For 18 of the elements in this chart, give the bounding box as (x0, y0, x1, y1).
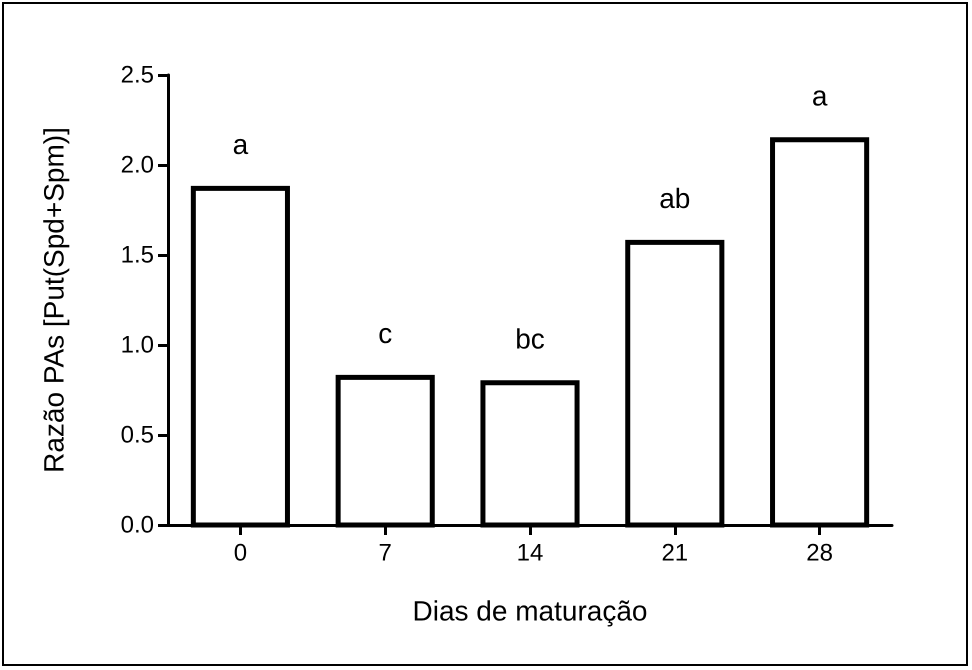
y-axis-title: Razão PAs [Put(Spd+Spm)] (38, 127, 70, 473)
annotation: a (232, 128, 249, 160)
x-tick-label: 7 (378, 540, 392, 566)
x-tick-label: 0 (234, 540, 248, 566)
annotation: bc (515, 323, 545, 354)
y-tick-label: 2.5 (120, 62, 154, 88)
x-axis-title: Dias de maturação (412, 596, 648, 626)
y-tick-label: 1.0 (120, 332, 154, 358)
annotation: a (812, 80, 828, 112)
x-tick-label: 28 (806, 540, 833, 566)
y-tick-label: 1.5 (120, 242, 154, 268)
annotation: ab (659, 182, 690, 214)
x-tick-label: 21 (661, 540, 688, 566)
y-tick-label: 0.0 (120, 512, 154, 538)
annotation: c (378, 318, 392, 349)
x-tick-label: 14 (516, 540, 544, 566)
y-tick-label: 0.5 (120, 422, 154, 448)
y-tick-label: 2.0 (120, 152, 154, 178)
